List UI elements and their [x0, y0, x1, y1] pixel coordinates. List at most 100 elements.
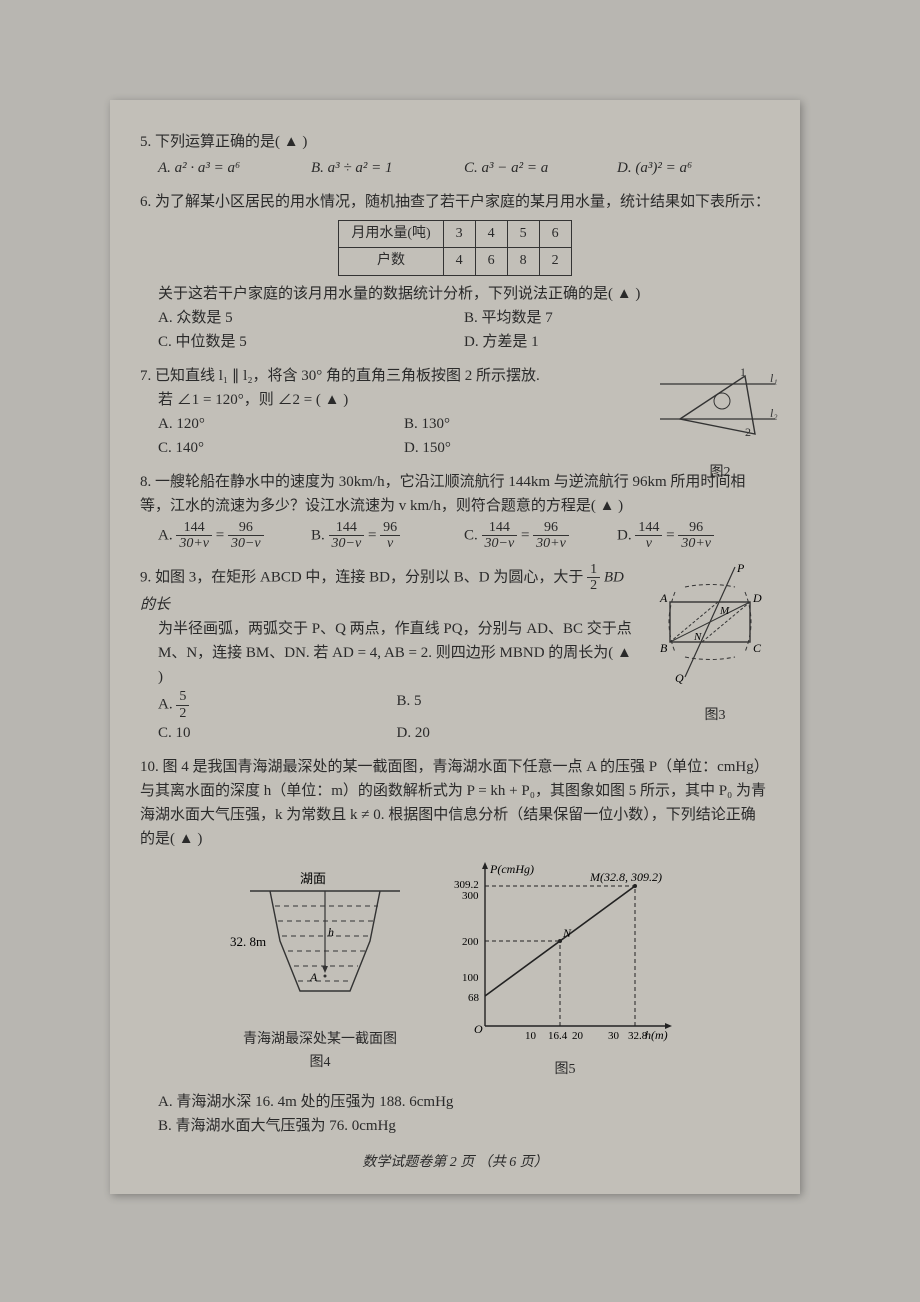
frac-den: 30+v: [176, 536, 212, 551]
q5-opt-b: B. a³ ÷ a² = 1: [311, 156, 464, 180]
q5-opt-a: A. a² · a³ = a⁶: [158, 156, 311, 180]
O-label: O: [474, 1022, 483, 1036]
frac-den: 30−v: [482, 536, 518, 551]
q6-opt-b: B. 平均数是 7: [464, 306, 770, 330]
q8-options: A. 14430+v = 9630−v B. 14430−v = 96v C. …: [158, 520, 770, 552]
question-7: 7. 已知直线 l₁ ∥ l₂，将含 30° 角的直角三角板按图 2 所示摆放.…: [140, 364, 770, 460]
depth-label: 32. 8m: [230, 934, 266, 949]
A-label: A: [309, 970, 318, 984]
frac-den: 30−v: [329, 536, 365, 551]
ylabel: P(cmHg): [489, 862, 534, 876]
fig4-svg: 湖面 32. 8m h A: [230, 861, 410, 1021]
ytick: 200: [462, 936, 479, 948]
label-N: N: [693, 631, 702, 643]
frac-num: 144: [635, 520, 662, 536]
label-D: D: [752, 591, 762, 605]
frac-num: 144: [176, 520, 212, 536]
q9-num: 9.: [140, 569, 151, 585]
figure-5: P(cmHg) h(m) O N M(32.8, 309.2) 68 100 2…: [450, 861, 680, 1081]
q7-num: 7.: [140, 368, 151, 384]
opt-label: C.: [464, 527, 478, 543]
frac-num: 1: [587, 562, 600, 578]
frac-den: v: [380, 536, 400, 551]
q7-opt-b: B. 130°: [404, 412, 650, 436]
q7-opt-d: D. 150°: [404, 436, 650, 460]
q6-opt-c: C. 中位数是 5: [158, 330, 464, 354]
label-A: A: [659, 591, 668, 605]
q10-text: 图 4 是我国青海湖最深处的某一截面图，青海湖水面下任意一点 A 的压强 P（单…: [140, 759, 769, 847]
ytick: 68: [468, 992, 480, 1004]
cell: 2: [539, 248, 571, 275]
xtick: 10: [525, 1030, 537, 1042]
l1-label: l₁: [770, 371, 778, 385]
fig4-caption: 图4: [230, 1052, 410, 1074]
fig2-svg: 1 2 l₁ l₂: [660, 364, 780, 454]
q7-text: 已知直线 l₁ ∥ l₂，将含 30° 角的直角三角板按图 2 所示摆放.: [155, 368, 540, 384]
q9-opt-d: D. 20: [397, 721, 636, 745]
q6-table: 月用水量(吨) 3 4 5 6 户数 4 6 8 2: [338, 220, 571, 276]
q8-opt-a: A. 14430+v = 9630−v: [158, 520, 311, 552]
q7-text2: 若 ∠1 = 120°，则 ∠2 = ( ▲ ): [158, 388, 650, 412]
q8-opt-c: C. 14430−v = 9630+v: [464, 520, 617, 552]
fig5-svg: P(cmHg) h(m) O N M(32.8, 309.2) 68 100 2…: [450, 861, 680, 1051]
q6-text: 为了解某小区居民的用水情况，随机抽查了若干户家庭的某月用水量，统计结果如下表所示…: [155, 194, 770, 210]
q10-opt-a: A. 青海湖水深 16. 4m 处的压强为 188. 6cmHg: [158, 1090, 770, 1114]
q8-opt-b: B. 14430−v = 96v: [311, 520, 464, 552]
angle1-label: 1: [740, 365, 746, 379]
q6-opt-a: A. 众数是 5: [158, 306, 464, 330]
fig3-svg: A D B C M N P Q: [650, 562, 780, 697]
q5-opt-d: D. (a³)² = a⁶: [617, 156, 770, 180]
fig4-title: 青海湖最深处某一截面图: [230, 1029, 410, 1051]
l2-label: l₂: [770, 406, 778, 420]
ytick: 309.2: [454, 879, 479, 891]
frac-den: 30+v: [533, 536, 569, 551]
cell: 月用水量(吨): [339, 221, 443, 248]
q9-opt-b: B. 5: [397, 689, 636, 721]
question-8: 8. 一艘轮船在静水中的速度为 30km/h，它沿江顺流航行 144km 与逆流…: [140, 470, 770, 552]
frac-num: 96: [228, 520, 264, 536]
frac-den: 30+v: [678, 536, 714, 551]
q9-text-a: 如图 3，在矩形 ABCD 中，连接 BD，分别以 B、D 为圆心，大于: [155, 569, 583, 585]
cell: 户数: [339, 248, 443, 275]
cell: 6: [539, 221, 571, 248]
xtick: 16.4: [548, 1030, 568, 1042]
frac-num: 96: [678, 520, 714, 536]
cell: 4: [475, 221, 507, 248]
ytick: 300: [462, 890, 479, 902]
figure-2: 1 2 l₁ l₂ 图2: [660, 364, 780, 454]
cell: 3: [443, 221, 475, 248]
opt-label: D.: [617, 527, 632, 543]
xtick: 32.8: [628, 1030, 648, 1042]
M-label: M(32.8, 309.2): [589, 870, 662, 884]
q5-num: 5.: [140, 134, 151, 150]
opt-label: A.: [158, 527, 173, 543]
frac-num: 144: [482, 520, 518, 536]
q6-num: 6.: [140, 194, 151, 210]
table-row: 户数 4 6 8 2: [339, 248, 571, 275]
frac-den: 2: [587, 578, 600, 593]
frac-den: v: [635, 536, 662, 551]
cell: 6: [475, 248, 507, 275]
exam-page: 5. 下列运算正确的是( ▲ ) A. a² · a³ = a⁶ B. a³ ÷…: [110, 100, 800, 1194]
question-9: 9. 如图 3，在矩形 ABCD 中，连接 BD，分别以 B、D 为圆心，大于 …: [140, 562, 770, 746]
xtick: 30: [608, 1030, 620, 1042]
label-M: M: [719, 605, 730, 617]
ytick: 100: [462, 972, 479, 984]
q8-num: 8.: [140, 474, 151, 490]
q5-options: A. a² · a³ = a⁶ B. a³ ÷ a² = 1 C. a³ − a…: [158, 156, 770, 180]
q5-opt-c: C. a³ − a² = a: [464, 156, 617, 180]
question-6: 6. 为了解某小区居民的用水情况，随机抽查了若干户家庭的某月用水量，统计结果如下…: [140, 190, 770, 354]
q8-text: 一艘轮船在静水中的速度为 30km/h，它沿江顺流航行 144km 与逆流航行 …: [140, 474, 745, 514]
cell: 8: [507, 248, 539, 275]
label-P: P: [736, 562, 745, 575]
q9-opt-c: C. 10: [158, 721, 397, 745]
opt-label: B.: [311, 527, 325, 543]
frac-num: 96: [533, 520, 569, 536]
q10-num: 10.: [140, 759, 159, 775]
page-footer: 数学试题卷第 2 页 （共 6 页）: [140, 1152, 770, 1174]
label-C: C: [753, 641, 762, 655]
frac-num: 96: [380, 520, 400, 536]
figure-3: A D B C M N P Q 图3: [650, 562, 780, 712]
fig3-caption: 图3: [650, 705, 780, 727]
q9-opt-a: A. 52: [158, 689, 397, 721]
